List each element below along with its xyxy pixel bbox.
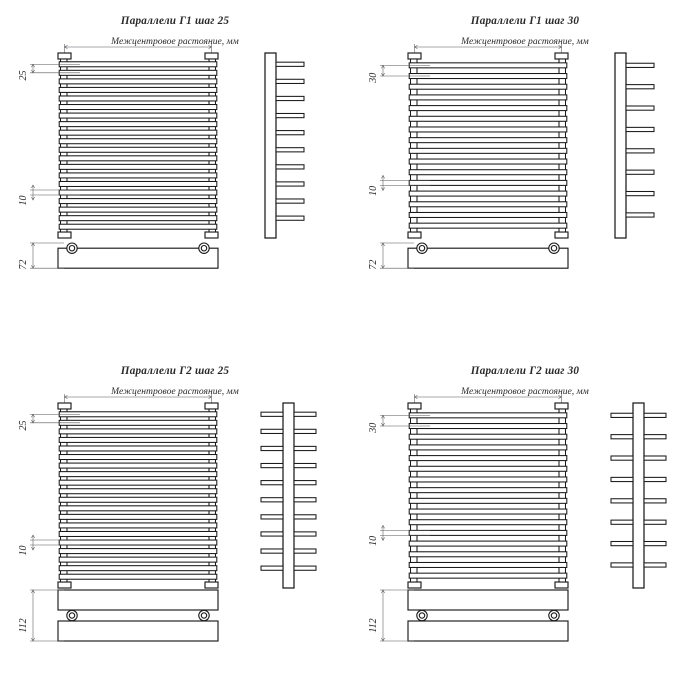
svg-text:30: 30: [368, 73, 379, 84]
svg-text:25: 25: [18, 421, 29, 431]
side-view: [610, 402, 667, 589]
svg-text:112: 112: [368, 618, 379, 632]
tube-height-dimension: 10: [18, 184, 80, 206]
svg-text:112: 112: [18, 618, 29, 632]
tube-height-dimension: 10: [368, 524, 430, 546]
radiator-panel-g2-step-30: Параллели Г2 шаг 30 Межцентровое растояни…: [350, 350, 700, 700]
plan-view: 72: [368, 242, 569, 270]
svg-text:10: 10: [368, 186, 379, 196]
tube-height-dimension: 10: [18, 534, 80, 556]
svg-text:25: 25: [18, 71, 29, 81]
svg-text:10: 10: [18, 546, 29, 556]
svg-text:10: 10: [368, 536, 379, 546]
svg-text:Параллели Г1 шаг 30: Параллели Г1 шаг 30: [470, 15, 580, 27]
front-elevation: [57, 44, 219, 239]
plan-view: 72: [18, 242, 219, 270]
plan-view: 112: [18, 589, 219, 642]
svg-text:Параллели Г1 шаг 25: Параллели Г1 шаг 25: [120, 15, 230, 27]
svg-text:Параллели Г2 шаг 25: Параллели Г2 шаг 25: [120, 365, 230, 377]
radiator-panel-g1-step-25: Параллели Г1 шаг 25 Межцентровое растояни…: [0, 0, 350, 350]
svg-text:30: 30: [368, 423, 379, 434]
svg-text:72: 72: [368, 260, 379, 270]
svg-text:Межцентровое растояние, мм: Межцентровое растояние, мм: [460, 36, 589, 47]
radiator-panel-g2-step-25: Параллели Г2 шаг 25 Межцентровое растояни…: [0, 350, 350, 700]
radiator-panel-g1-step-30: Параллели Г1 шаг 30 Межцентровое растояни…: [350, 0, 700, 350]
side-view: [614, 52, 655, 239]
svg-text:Межцентровое растояние, мм: Межцентровое растояние, мм: [460, 386, 589, 397]
side-view: [264, 52, 305, 239]
tube-height-dimension: 10: [368, 174, 430, 196]
front-elevation: [407, 44, 569, 239]
pitch-dimension: 30: [368, 64, 430, 84]
svg-text:Параллели Г2 шаг 30: Параллели Г2 шаг 30: [470, 365, 580, 377]
svg-text:72: 72: [18, 260, 29, 270]
svg-text:Межцентровое растояние, мм: Межцентровое растояние, мм: [110, 386, 239, 397]
pitch-dimension: 25: [18, 63, 80, 81]
plan-view: 112: [368, 589, 569, 642]
front-elevation: [407, 394, 569, 589]
svg-text:Межцентровое растояние, мм: Межцентровое растояние, мм: [110, 36, 239, 47]
svg-text:10: 10: [18, 196, 29, 206]
pitch-dimension: 25: [18, 413, 80, 431]
front-elevation: [57, 394, 219, 589]
side-view: [260, 402, 317, 589]
pitch-dimension: 30: [368, 414, 430, 434]
